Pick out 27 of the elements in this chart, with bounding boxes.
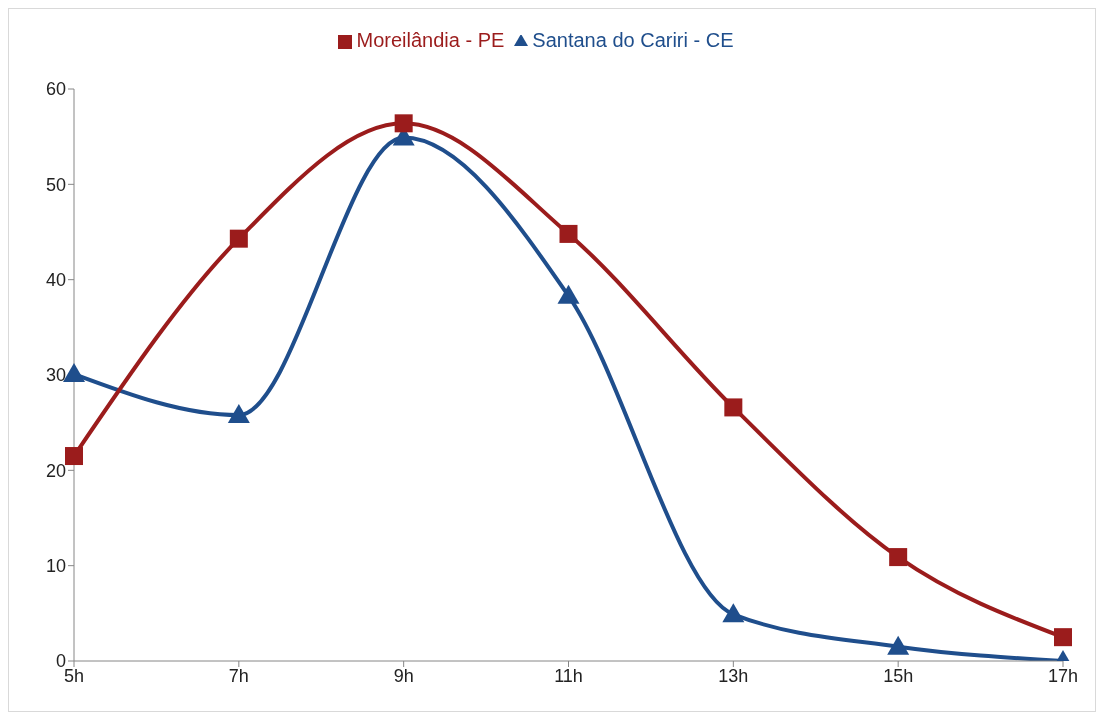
point <box>1054 628 1072 647</box>
point <box>557 284 580 304</box>
point <box>887 635 910 655</box>
x-tick-label: 17h <box>1047 665 1079 686</box>
legend-label: Moreilândia - PE <box>356 29 505 51</box>
x-tick-label: 9h <box>393 665 414 686</box>
x-tick-label: 5h <box>63 665 85 686</box>
x-tick-label: 7h <box>228 665 249 686</box>
point <box>394 114 413 133</box>
point <box>559 224 578 243</box>
point <box>229 229 248 248</box>
x-tick-label: 15h <box>883 665 914 686</box>
y-tick-label: 60 <box>45 79 66 100</box>
point <box>65 447 83 466</box>
y-tick-label: 40 <box>45 270 66 291</box>
y-tick-label: 30 <box>45 365 66 386</box>
y-tick-label: 10 <box>45 556 66 577</box>
point <box>722 603 745 623</box>
point <box>889 548 908 567</box>
x-tick-label: 13h <box>718 665 749 686</box>
point <box>227 404 250 424</box>
y-tick-label: 20 <box>45 460 66 481</box>
x-tick-label: 11h <box>554 665 583 686</box>
point <box>724 398 743 417</box>
y-tick-label: 50 <box>45 174 66 195</box>
legend-label: Santana do Cariri - CE <box>532 29 734 51</box>
y-tick-label: 0 <box>55 651 66 672</box>
